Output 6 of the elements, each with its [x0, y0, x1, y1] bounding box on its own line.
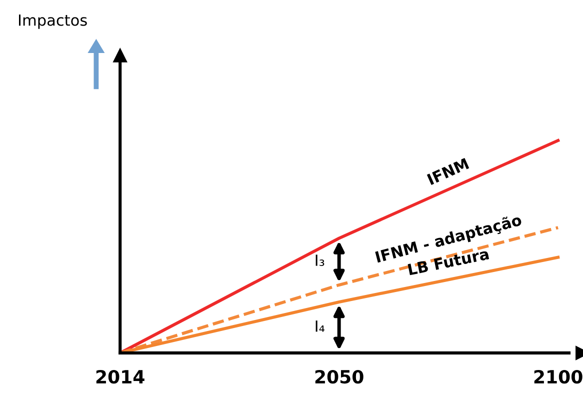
- annotation: I₄: [316, 320, 324, 332]
- text: Impactos: [18, 14, 87, 29]
- annotation: I₃: [316, 254, 324, 266]
- x-tick-label: 2014: [96, 370, 144, 384]
- x-tick-label: 2050: [315, 370, 364, 384]
- x-tick-label: 2100: [534, 370, 582, 384]
